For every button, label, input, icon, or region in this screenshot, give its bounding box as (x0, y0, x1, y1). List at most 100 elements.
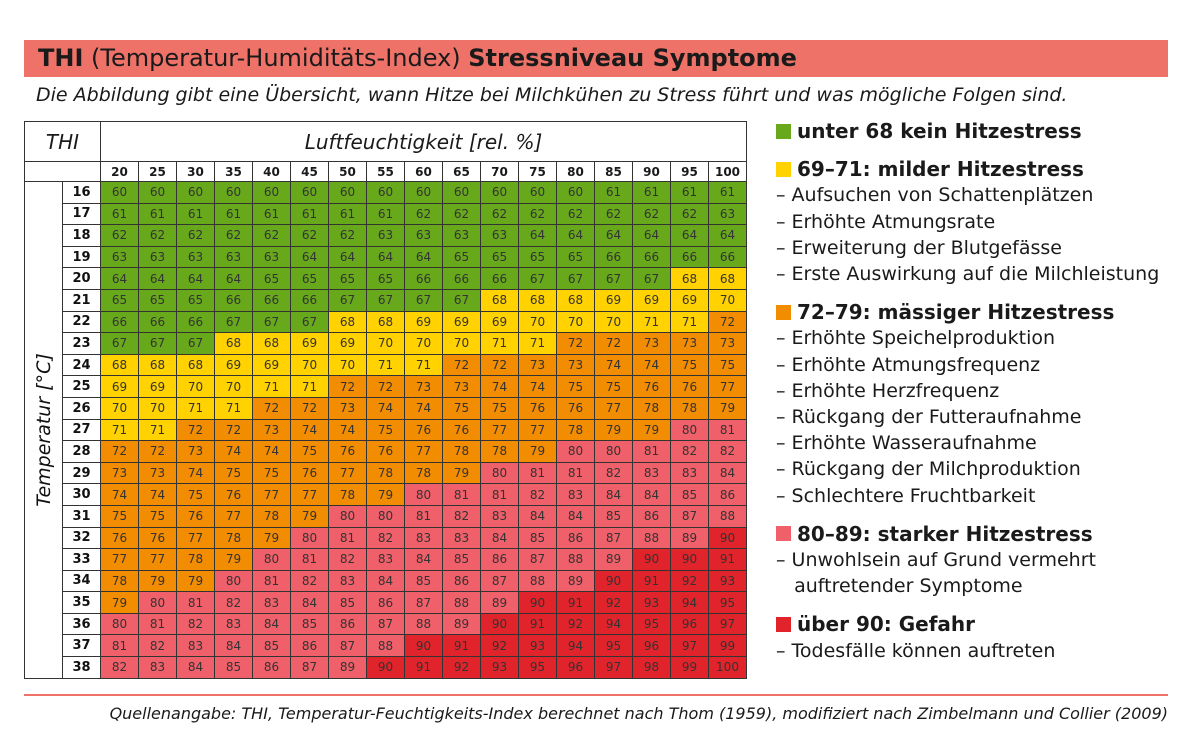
thi-cell: 76 (176, 504, 215, 528)
thi-cell: 62 (100, 224, 139, 247)
thi-cell: 87 (404, 591, 443, 614)
thi-cell: 78 (366, 461, 405, 485)
thi-cell: 87 (670, 504, 709, 528)
thi-cell: 69 (214, 353, 253, 377)
thi-cell: 61 (100, 202, 139, 226)
thi-cell: 92 (670, 569, 709, 593)
thi-cell: 84 (290, 591, 329, 614)
table-row: 38 82 83 84 85 86 87 89 90 91 92 93 95 96 97 98 99 100 (25, 656, 747, 679)
thi-cell: 81 (708, 418, 747, 442)
thi-cell: 78 (214, 526, 253, 550)
thi-cell: 66 (670, 245, 709, 269)
thi-cell: 68 (138, 353, 177, 377)
thi-cell: 71 (480, 332, 519, 355)
thi-cell: 60 (480, 181, 519, 204)
thi-cell: 62 (594, 202, 633, 226)
humidity-header: 95 (670, 161, 709, 182)
legend: unter 68 kein Hitzestress 69–71: milder H… (776, 118, 1159, 664)
thi-cell: 70 (556, 310, 595, 334)
thi-cell: 70 (214, 375, 253, 398)
thi-cell: 88 (556, 548, 595, 571)
thi-cell: 81 (176, 591, 215, 614)
thi-cell: 80 (594, 440, 633, 463)
thi-cell: 82 (442, 504, 481, 528)
thi-cell: 67 (176, 332, 215, 355)
temperature-cell: 18 (62, 224, 101, 247)
thi-cell: 84 (404, 548, 443, 571)
thi-cell: 61 (252, 202, 291, 226)
temperature-label: Temperatur [°C] (32, 353, 55, 507)
thi-cell: 78 (670, 396, 709, 420)
temperature-cell: 22 (62, 310, 101, 334)
temperature-cell: 33 (62, 548, 101, 571)
thi-cell: 83 (556, 483, 595, 506)
title-subtitle: (Temperatur-Humiditäts-Index) (83, 44, 469, 72)
thi-cell: 90 (670, 548, 709, 571)
thi-cell: 69 (100, 375, 139, 398)
thi-cell: 83 (404, 526, 443, 550)
thi-cell: 75 (708, 353, 747, 377)
thi-cell: 85 (290, 612, 329, 636)
legend-swatch-icon (776, 161, 791, 177)
thi-cell: 69 (404, 310, 443, 334)
divider (24, 694, 1168, 696)
thi-cell: 80 (670, 418, 709, 442)
table-row: 37 81 82 83 84 85 86 87 88 90 91 92 93 94 95 96 97 99 (25, 634, 747, 658)
table-row: 33 77 77 78 79 80 81 82 83 84 85 86 87 88 89 90 90 91 (25, 548, 747, 571)
temperature-cell: 29 (62, 461, 101, 485)
thi-cell: 74 (138, 483, 177, 506)
thi-cell: 99 (670, 656, 709, 679)
thi-cell: 71 (404, 353, 443, 377)
thi-cell: 80 (252, 548, 291, 571)
thi-cell: 79 (708, 396, 747, 420)
thi-cell: 87 (328, 634, 367, 658)
thi-cell: 77 (594, 396, 633, 420)
thi-cell: 83 (480, 504, 519, 528)
thi-cell: 66 (480, 267, 519, 290)
thi-cell: 67 (366, 288, 405, 312)
thi-cell: 60 (290, 181, 329, 204)
thi-cell: 73 (138, 461, 177, 485)
thi-cell: 75 (366, 418, 405, 442)
thi-cell: 83 (366, 548, 405, 571)
thi-cell: 66 (632, 245, 671, 269)
thi-cell: 85 (328, 591, 367, 614)
thi-cell: 69 (290, 332, 329, 355)
table-row: 29 73 73 74 75 75 76 77 78 78 79 80 81 81 82 83 83 84 (25, 461, 747, 485)
thi-cell: 64 (214, 267, 253, 290)
thi-cell: 77 (176, 526, 215, 550)
thi-cell: 73 (100, 461, 139, 485)
thi-cell: 68 (328, 310, 367, 334)
legend-swatch-icon (776, 123, 791, 139)
thi-cell: 85 (252, 634, 291, 658)
thi-cell: 69 (632, 288, 671, 312)
thi-cell: 79 (138, 569, 177, 593)
thi-cell: 62 (252, 224, 291, 247)
legend-swatch-icon (776, 617, 791, 633)
thi-cell: 65 (518, 245, 557, 269)
thi-cell: 64 (176, 267, 215, 290)
temperature-cell: 24 (62, 353, 101, 377)
humidity-header: 50 (328, 161, 367, 182)
thi-cell: 72 (290, 396, 329, 420)
corner-label: THI (24, 121, 101, 162)
thi-cell: 92 (556, 612, 595, 636)
thi-cell: 91 (556, 591, 595, 614)
thi-cell: 79 (252, 526, 291, 550)
legend-heading-text: unter 68 kein Hitzestress (797, 119, 1082, 143)
thi-cell: 62 (442, 202, 481, 226)
thi-cell: 84 (708, 461, 747, 485)
thi-cell: 84 (518, 504, 557, 528)
thi-cell: 61 (214, 202, 253, 226)
temperature-cell: 26 (62, 396, 101, 420)
table-row: 18 62 62 62 62 62 62 62 63 63 63 63 64 64 64 64 64 64 (25, 224, 747, 247)
thi-cell: 65 (252, 267, 291, 290)
thi-cell: 76 (632, 375, 671, 398)
thi-cell: 97 (670, 634, 709, 658)
thi-cell: 76 (366, 440, 405, 463)
thi-cell: 89 (480, 591, 519, 614)
thi-cell: 68 (480, 288, 519, 312)
thi-cell: 82 (214, 591, 253, 614)
thi-cell: 90 (404, 634, 443, 658)
thi-cell: 85 (518, 526, 557, 550)
